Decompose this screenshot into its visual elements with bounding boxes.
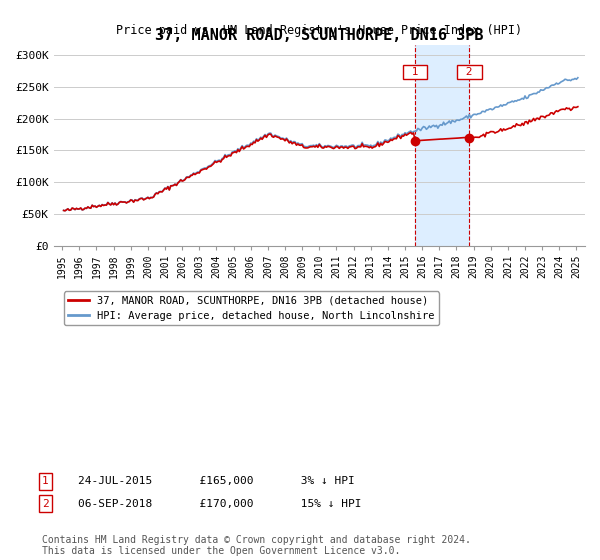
Text: 24-JUL-2015       £165,000       3% ↓ HPI: 24-JUL-2015 £165,000 3% ↓ HPI (78, 477, 355, 487)
Title: 37, MANOR ROAD, SCUNTHORPE, DN16 3PB: 37, MANOR ROAD, SCUNTHORPE, DN16 3PB (155, 27, 484, 43)
Bar (415, 45, 469, 246)
Text: 06-SEP-2018       £170,000       15% ↓ HPI: 06-SEP-2018 £170,000 15% ↓ HPI (78, 499, 361, 509)
Text: Price paid vs. HM Land Registry's House Price Index (HPI): Price paid vs. HM Land Registry's House … (116, 24, 523, 37)
Text: 1: 1 (405, 67, 425, 77)
Text: Contains HM Land Registry data © Crown copyright and database right 2024.
This d: Contains HM Land Registry data © Crown c… (42, 535, 471, 557)
Text: 2: 2 (42, 499, 49, 509)
Text: 1: 1 (42, 477, 49, 487)
Legend: 37, MANOR ROAD, SCUNTHORPE, DN16 3PB (detached house), HPI: Average price, detac: 37, MANOR ROAD, SCUNTHORPE, DN16 3PB (de… (64, 291, 439, 325)
Text: 2: 2 (459, 67, 479, 77)
